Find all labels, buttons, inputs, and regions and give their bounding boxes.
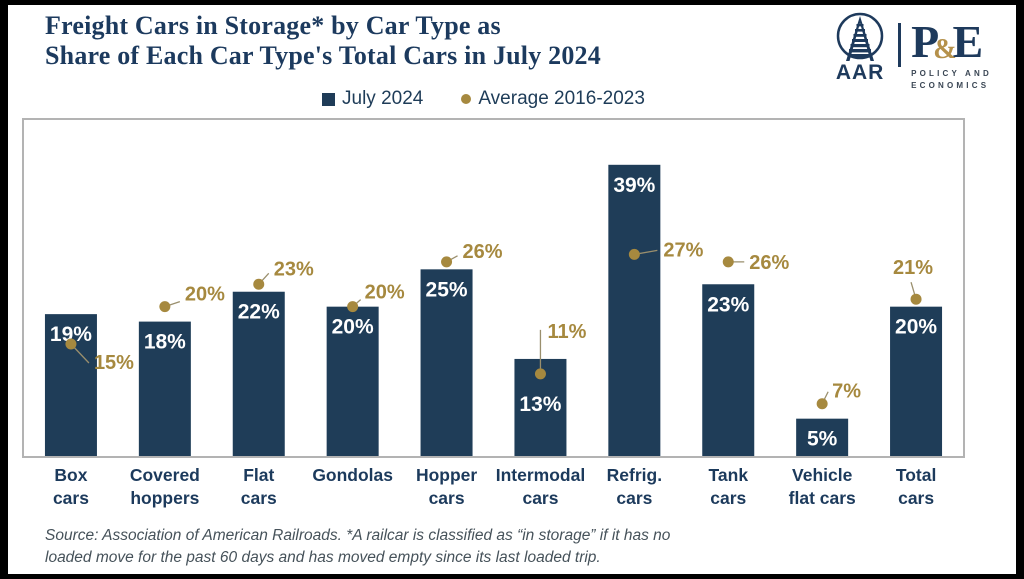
x-axis-label-vehicle-flat-cars: Vehicle flat cars bbox=[775, 464, 869, 510]
bar-box-cars bbox=[44, 314, 97, 456]
avg-value-label-total-cars: 21% bbox=[893, 257, 933, 279]
x-axis-label-box-cars: Box cars bbox=[24, 464, 118, 510]
aar-pe-logo: AAR P & E POLICY AND ECONOMICS bbox=[832, 11, 992, 92]
bar-value-label-covered-hoppers: 18% bbox=[144, 331, 186, 354]
avg-dot-box-cars bbox=[65, 338, 77, 350]
legend-label: Average 2016-2023 bbox=[478, 88, 645, 109]
x-axis-label-line: Hopper bbox=[415, 465, 478, 485]
plot-area: 19% 15% 18% 20% 22% 23% 20% 20% 25% 26% 13% 11% 39% 2… bbox=[22, 118, 965, 458]
x-axis-label-line: cars bbox=[522, 487, 559, 508]
bar-value-label-box-cars: 19% bbox=[50, 323, 92, 346]
legend-item-average: Average 2016-2023 bbox=[461, 88, 645, 110]
pe-ampersand: & bbox=[933, 34, 957, 65]
x-axis-label-line: flat cars bbox=[788, 487, 856, 508]
aar-railroad-icon bbox=[836, 12, 884, 61]
avg-value-label-gondolas: 20% bbox=[365, 282, 405, 304]
x-axis-label-line: cars bbox=[240, 487, 277, 508]
x-axis-label-line: Box bbox=[54, 465, 88, 485]
pe-subtitle-line-2: ECONOMICS bbox=[911, 81, 990, 90]
legend-dot-marker-icon bbox=[461, 94, 472, 104]
x-axis-label-line: cars bbox=[710, 487, 747, 508]
pe-logo-subtitle: POLICY AND ECONOMICS bbox=[911, 68, 992, 92]
x-axis-label-tank-cars: Tank cars bbox=[681, 464, 775, 510]
x-axis-label-total-cars: Total cars bbox=[869, 464, 963, 510]
avg-value-label-covered-hoppers: 20% bbox=[185, 284, 225, 306]
avg-value-label-flat-cars: 23% bbox=[274, 258, 314, 280]
bar-hopper-cars bbox=[420, 269, 473, 456]
x-axis-label-intermodal-cars: Intermodal cars bbox=[494, 464, 588, 510]
x-axis-label-line: cars bbox=[616, 487, 653, 508]
source-line-2: loaded move for the past 60 days and has… bbox=[45, 549, 601, 566]
avg-value-label-vehicle-flat-cars: 7% bbox=[832, 381, 861, 403]
x-axis-label-covered-hoppers: Covered hoppers bbox=[118, 464, 212, 510]
bar-value-label-intermodal-cars: 13% bbox=[519, 393, 561, 416]
bar-value-label-gondolas: 20% bbox=[332, 316, 374, 339]
x-axis-label-refrig-cars: Refrig. cars bbox=[587, 464, 681, 510]
pe-logo: P & E POLICY AND ECONOMICS bbox=[911, 19, 992, 92]
x-axis-label-line: hoppers bbox=[130, 487, 200, 508]
avg-value-label-tank-cars: 26% bbox=[749, 252, 789, 274]
chart-page: Freight Cars in Storage* by Car Type as … bbox=[8, 5, 1016, 574]
bar-value-label-vehicle-flat-cars: 5% bbox=[807, 428, 838, 451]
avg-value-label-refrig-cars: 27% bbox=[663, 239, 703, 261]
x-axis-label-line: Total bbox=[895, 465, 937, 485]
x-axis-label-line: cars bbox=[428, 487, 465, 508]
x-axis-label-line: Gondolas bbox=[312, 465, 394, 485]
x-axis-label-line: Intermodal bbox=[495, 465, 586, 485]
bar-covered-hoppers bbox=[138, 321, 191, 456]
source-line-1: Source: Association of American Railroad… bbox=[45, 527, 671, 544]
legend-item-july-2024: July 2024 bbox=[322, 88, 423, 110]
x-axis-label-hopper-cars: Hopper cars bbox=[400, 464, 494, 510]
x-axis-label-line: Covered bbox=[129, 465, 200, 485]
legend-label: July 2024 bbox=[342, 88, 424, 109]
bar-value-label-tank-cars: 23% bbox=[707, 293, 749, 316]
chart-legend: July 2024 Average 2016-2023 bbox=[322, 88, 645, 110]
x-axis-label-line: cars bbox=[898, 487, 935, 508]
x-axis-label-gondolas: Gondolas bbox=[306, 464, 400, 510]
title-line-2: Share of Each Car Type's Total Cars in J… bbox=[45, 41, 601, 71]
avg-value-label-intermodal-cars: 11% bbox=[547, 321, 586, 343]
pe-letter-e: E bbox=[952, 16, 984, 67]
avg-dot-refrig-cars bbox=[628, 248, 640, 260]
avg-dot-flat-cars bbox=[253, 278, 265, 290]
bar-flat-cars bbox=[232, 291, 285, 456]
x-axis-label-line: Refrig. bbox=[606, 465, 663, 485]
title-line-1: Freight Cars in Storage* by Car Type as bbox=[45, 11, 501, 40]
aar-logo-text: AAR bbox=[835, 61, 885, 84]
x-axis-label-flat-cars: Flat cars bbox=[212, 464, 306, 510]
avg-value-label-box-cars: 15% bbox=[94, 352, 134, 374]
bar-vehicle-flat-cars bbox=[796, 418, 849, 456]
bar-refrig-cars bbox=[608, 164, 661, 456]
avg-dot-gondolas bbox=[347, 301, 359, 313]
bar-total-cars bbox=[890, 306, 943, 456]
x-axis-label-line: cars bbox=[52, 487, 89, 508]
source-note: Source: Association of American Railroad… bbox=[45, 525, 670, 569]
bar-chart: 19%15% 18% 20% 22% 23% 20% 20% 25% 26% 13% 11% 39% 2… bbox=[44, 164, 943, 456]
aar-logo: AAR bbox=[832, 11, 888, 85]
page-title: Freight Cars in Storage* by Car Type as … bbox=[45, 11, 601, 71]
avg-dot-vehicle-flat-cars bbox=[816, 398, 828, 410]
avg-dot-total-cars bbox=[910, 293, 922, 305]
avg-dot-covered-hoppers bbox=[159, 301, 171, 313]
bar-gondolas bbox=[326, 306, 379, 456]
bar-value-label-hopper-cars: 25% bbox=[426, 278, 468, 301]
x-axis-label-line: Vehicle bbox=[792, 465, 853, 485]
x-axis-labels: Box cars Covered hoppers Flat cars Gondolas Hop… bbox=[24, 464, 963, 510]
x-axis-label-line: Flat bbox=[243, 465, 275, 485]
pe-logo-letters: P & E bbox=[911, 19, 992, 65]
avg-dot-intermodal-cars bbox=[534, 368, 546, 380]
avg-dot-hopper-cars bbox=[441, 256, 453, 268]
bar-tank-cars bbox=[702, 284, 755, 456]
bar-value-label-total-cars: 20% bbox=[895, 316, 937, 339]
avg-dot-tank-cars bbox=[722, 256, 734, 268]
pe-letter-p: P bbox=[911, 16, 940, 67]
legend-square-marker-icon bbox=[322, 92, 335, 106]
pe-subtitle-line-1: POLICY AND bbox=[911, 69, 992, 78]
bar-value-label-refrig-cars: 39% bbox=[613, 174, 655, 197]
logo-divider bbox=[898, 23, 902, 67]
bar-value-label-flat-cars: 22% bbox=[238, 301, 280, 324]
avg-value-label-hopper-cars: 26% bbox=[463, 241, 503, 263]
x-axis-label-line: Tank bbox=[708, 465, 749, 485]
